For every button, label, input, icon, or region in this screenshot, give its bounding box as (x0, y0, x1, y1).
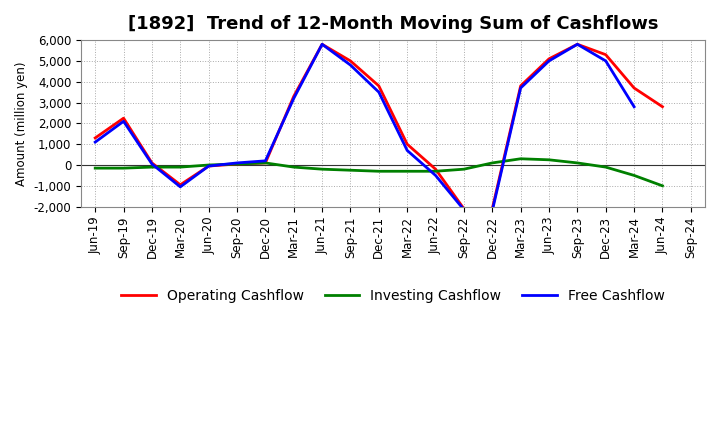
Investing Cashflow (516, 156, 525, 161)
Free Cashflow (289, 96, 298, 101)
Investing Cashflow (261, 160, 270, 165)
Free Cashflow (346, 62, 355, 68)
Investing Cashflow (459, 166, 468, 172)
Operating Cashflow (346, 58, 355, 63)
Investing Cashflow (148, 165, 156, 170)
Free Cashflow (545, 58, 554, 63)
Free Cashflow (204, 163, 213, 169)
Investing Cashflow (431, 169, 440, 174)
Investing Cashflow (403, 169, 412, 174)
Free Cashflow (573, 42, 582, 47)
Free Cashflow (403, 148, 412, 153)
Operating Cashflow (403, 142, 412, 147)
Title: [1892]  Trend of 12-Month Moving Sum of Cashflows: [1892] Trend of 12-Month Moving Sum of C… (127, 15, 658, 33)
Free Cashflow (601, 58, 610, 63)
Line: Free Cashflow: Free Cashflow (95, 44, 634, 211)
Operating Cashflow (261, 160, 270, 165)
Investing Cashflow (204, 162, 213, 168)
Line: Operating Cashflow: Operating Cashflow (95, 44, 662, 209)
Line: Investing Cashflow: Investing Cashflow (95, 159, 662, 186)
Operating Cashflow (148, 160, 156, 165)
Operating Cashflow (459, 206, 468, 211)
Investing Cashflow (346, 168, 355, 173)
Legend: Operating Cashflow, Investing Cashflow, Free Cashflow: Operating Cashflow, Investing Cashflow, … (115, 283, 670, 308)
Free Cashflow (318, 42, 326, 47)
Operating Cashflow (91, 136, 99, 141)
Free Cashflow (459, 207, 468, 213)
Operating Cashflow (120, 116, 128, 121)
Investing Cashflow (545, 157, 554, 162)
Investing Cashflow (233, 161, 241, 167)
Operating Cashflow (573, 42, 582, 47)
Operating Cashflow (318, 42, 326, 47)
Investing Cashflow (573, 160, 582, 165)
Operating Cashflow (233, 161, 241, 167)
Operating Cashflow (545, 56, 554, 62)
Free Cashflow (261, 158, 270, 164)
Operating Cashflow (630, 85, 639, 91)
Free Cashflow (91, 139, 99, 145)
Investing Cashflow (374, 169, 383, 174)
Free Cashflow (233, 160, 241, 165)
Free Cashflow (148, 161, 156, 167)
Operating Cashflow (658, 104, 667, 110)
Free Cashflow (176, 184, 184, 190)
Operating Cashflow (601, 52, 610, 57)
Operating Cashflow (431, 166, 440, 172)
Investing Cashflow (289, 165, 298, 170)
Free Cashflow (516, 85, 525, 91)
Operating Cashflow (516, 83, 525, 88)
Y-axis label: Amount (million yen): Amount (million yen) (15, 61, 28, 186)
Operating Cashflow (374, 83, 383, 88)
Free Cashflow (630, 104, 639, 110)
Free Cashflow (374, 89, 383, 95)
Investing Cashflow (488, 160, 497, 165)
Investing Cashflow (630, 173, 639, 178)
Operating Cashflow (488, 206, 497, 211)
Investing Cashflow (318, 166, 326, 172)
Free Cashflow (431, 173, 440, 178)
Investing Cashflow (176, 165, 184, 170)
Investing Cashflow (120, 165, 128, 171)
Free Cashflow (120, 119, 128, 124)
Free Cashflow (488, 208, 497, 213)
Operating Cashflow (204, 163, 213, 169)
Operating Cashflow (289, 94, 298, 99)
Investing Cashflow (658, 183, 667, 188)
Investing Cashflow (91, 165, 99, 171)
Operating Cashflow (176, 182, 184, 187)
Investing Cashflow (601, 165, 610, 170)
